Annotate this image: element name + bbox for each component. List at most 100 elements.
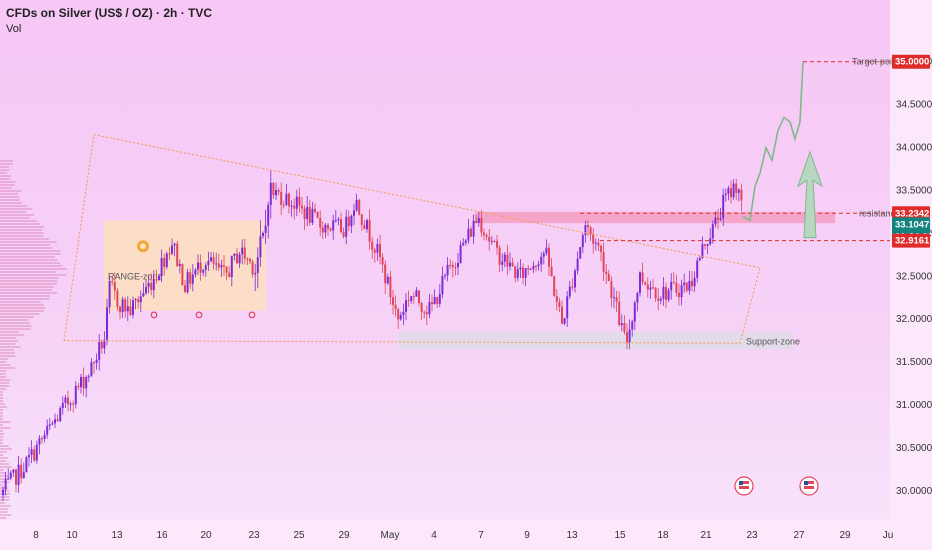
candle-body (111, 281, 114, 283)
candle-body (241, 247, 244, 255)
candle-body (212, 257, 215, 264)
candle-body (472, 220, 475, 237)
x-tick-label: 9 (524, 530, 530, 541)
candle-body (568, 286, 571, 297)
candle-body (126, 306, 129, 312)
candle-body (732, 183, 735, 198)
volume-profile-bar (0, 184, 15, 186)
candle-body (701, 244, 704, 258)
volume-profile-bar (0, 427, 11, 429)
candle-body (464, 240, 467, 243)
volume-profile-bar (0, 487, 8, 489)
volume-profile-bar (0, 325, 32, 327)
candle-body (589, 227, 592, 235)
resistance-price-tag-bg[interactable] (892, 206, 930, 221)
candle-body (457, 263, 459, 268)
candle-body (145, 287, 147, 294)
volume-profile-bar (0, 283, 57, 285)
candle-body (360, 214, 363, 225)
time-axis-panel[interactable] (0, 520, 890, 550)
candle-body (98, 341, 101, 360)
volume-profile-bar (0, 469, 5, 471)
candle-body (267, 205, 270, 226)
candle-body (420, 303, 423, 312)
target-price-tag-bg[interactable] (892, 54, 930, 69)
candle-body (438, 294, 441, 304)
target-point-label: Target-point (852, 57, 900, 67)
support-zone-box[interactable] (398, 332, 793, 350)
candle-body (691, 280, 693, 287)
candle-body (350, 215, 353, 227)
candle-body (41, 438, 43, 440)
candle-body (93, 362, 95, 364)
candle-body (514, 266, 517, 278)
candle-body (519, 267, 522, 270)
volume-profile-bar (0, 424, 3, 426)
candle-body (246, 258, 249, 260)
candle-body (22, 472, 25, 479)
volume-profile-bar (0, 205, 28, 207)
support-line-price-tag-bg[interactable] (892, 233, 930, 248)
candle-body (366, 220, 368, 230)
candle-body (386, 276, 389, 284)
x-tick-label: Ju (883, 530, 894, 541)
candle-body (116, 290, 119, 307)
projection-path[interactable] (742, 61, 804, 222)
x-tick-label: 27 (793, 530, 805, 541)
x-tick-label: 18 (657, 530, 669, 541)
candle-body (347, 216, 350, 227)
candle-body (74, 385, 77, 405)
volume-profile-bar (0, 400, 3, 402)
candle-body (358, 199, 361, 215)
candle-body (217, 263, 220, 268)
candle-body (717, 217, 719, 220)
candle-body (186, 272, 189, 293)
candle-body (509, 262, 511, 267)
x-tick-label: 23 (248, 530, 260, 541)
candle-body (688, 280, 691, 291)
candle-body (600, 245, 602, 252)
volume-profile-bar (0, 370, 7, 372)
candle-body (210, 257, 212, 261)
candle-body (139, 296, 142, 303)
candle-body (262, 232, 264, 237)
candle-body (381, 257, 384, 265)
candle-body (727, 188, 730, 194)
volume-indicator-label[interactable]: Vol (6, 23, 22, 35)
us-flag-canton (739, 481, 743, 485)
candle-body (503, 254, 506, 262)
volume-profile-bar (0, 493, 10, 495)
volume-profile-bar (0, 508, 8, 510)
resistance-zone-box[interactable] (475, 211, 835, 224)
candle-body (641, 272, 644, 283)
candle-body (54, 419, 56, 424)
candle-body (522, 267, 524, 278)
range-zone-box[interactable] (104, 220, 266, 311)
volume-profile-bar (0, 301, 41, 303)
volume-profile-bar (0, 451, 7, 453)
candle-body (28, 455, 30, 458)
candle-body (545, 247, 548, 254)
resistance-price-tag: 33.2342 (895, 208, 929, 219)
candle-body (298, 196, 301, 206)
candle-body (470, 228, 472, 237)
candle-body (233, 253, 236, 256)
candle-body (329, 228, 332, 231)
volume-profile-bar (0, 259, 58, 261)
candle-body (121, 299, 124, 313)
volume-profile-bar (0, 334, 24, 336)
candle-body (64, 397, 67, 403)
candle-body (633, 302, 636, 322)
price-axis-panel[interactable] (890, 0, 932, 550)
volume-profile-bar (0, 307, 46, 309)
candle-body (85, 377, 88, 389)
volume-profile-bar (0, 475, 9, 477)
candle-body (483, 232, 485, 236)
volume-profile-bar (0, 382, 10, 384)
candle-body (428, 302, 431, 315)
candle-body (698, 257, 701, 261)
volume-profile-bar (0, 499, 10, 501)
candle-body (490, 240, 493, 242)
